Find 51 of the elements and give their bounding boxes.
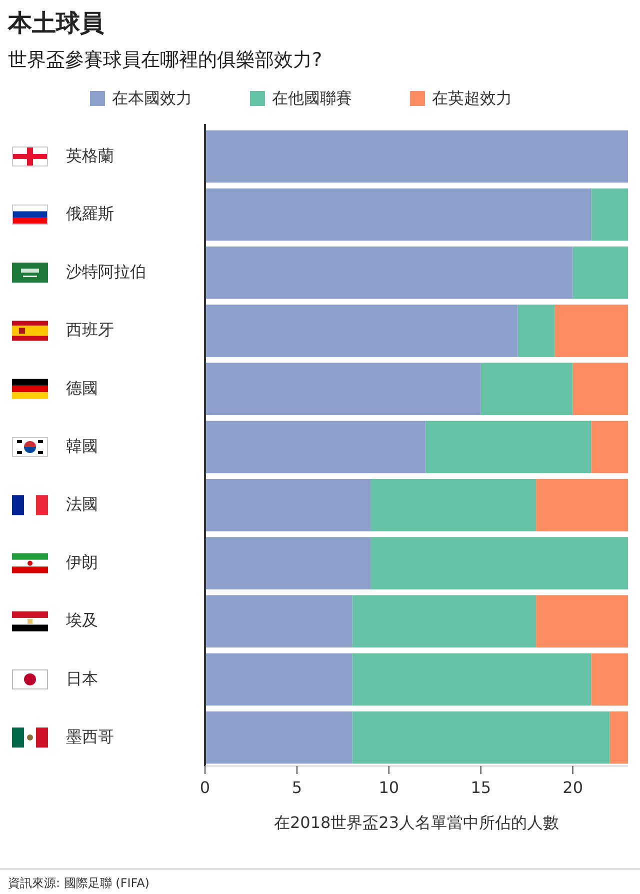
bar xyxy=(205,595,352,648)
y-tick-label: 日本 xyxy=(66,668,98,688)
bar xyxy=(572,246,628,299)
bar xyxy=(480,362,573,416)
bar xyxy=(591,420,628,474)
bar xyxy=(205,362,481,416)
bar xyxy=(572,362,628,416)
bar xyxy=(205,188,592,241)
y-tick-label: 法國 xyxy=(66,494,98,514)
bar xyxy=(205,537,371,590)
bar xyxy=(205,653,352,706)
bar xyxy=(536,595,628,648)
y-tick-label: 英格蘭 xyxy=(66,146,114,165)
y-tick-label: 西班牙 xyxy=(66,320,114,340)
x-tick-label: 20 xyxy=(562,778,584,797)
bar xyxy=(352,711,610,764)
y-tick-label: 韓國 xyxy=(66,436,98,456)
bar xyxy=(591,188,628,241)
x-tick-label: 10 xyxy=(378,778,400,797)
bar xyxy=(205,478,371,532)
bar xyxy=(352,595,536,648)
text: 資訊來源: 國際足聯 (FIFA) xyxy=(8,876,150,890)
y-tick-label: 埃及 xyxy=(65,610,98,630)
y-tick-label: 俄羅斯 xyxy=(66,204,114,223)
bar xyxy=(205,304,518,357)
y-tick-label: 德國 xyxy=(66,378,98,398)
bar xyxy=(426,420,592,474)
bar xyxy=(370,537,628,590)
bar xyxy=(205,420,426,474)
bar xyxy=(205,711,352,764)
bar xyxy=(536,478,628,532)
x-tick-label: 5 xyxy=(292,778,302,797)
legend-label: 在本國效力 xyxy=(112,88,192,108)
chart-title: 本土球員 xyxy=(7,9,104,37)
x-tick-label: 0 xyxy=(200,778,210,797)
bar xyxy=(554,304,628,357)
bar xyxy=(610,711,628,764)
bar xyxy=(205,130,628,183)
chart-subtitle: 世界盃參賽球員在哪裡的俱樂部效力? xyxy=(8,49,322,71)
legend-label: 在他國聯賽 xyxy=(272,88,352,108)
x-axis-title: 在2018世界盃23人名單當中所佔的人數 xyxy=(274,813,560,832)
legend-label: 在英超效力 xyxy=(432,88,512,108)
bar xyxy=(591,653,628,706)
y-tick-label: 墨西哥 xyxy=(66,726,114,746)
x-tick-label: 15 xyxy=(470,778,492,797)
bar xyxy=(370,478,536,532)
bar xyxy=(518,304,554,357)
y-tick-label: 沙特阿拉伯 xyxy=(66,262,146,282)
y-tick-label: 伊朗 xyxy=(66,552,98,572)
bar xyxy=(352,653,592,706)
bar xyxy=(205,246,573,299)
